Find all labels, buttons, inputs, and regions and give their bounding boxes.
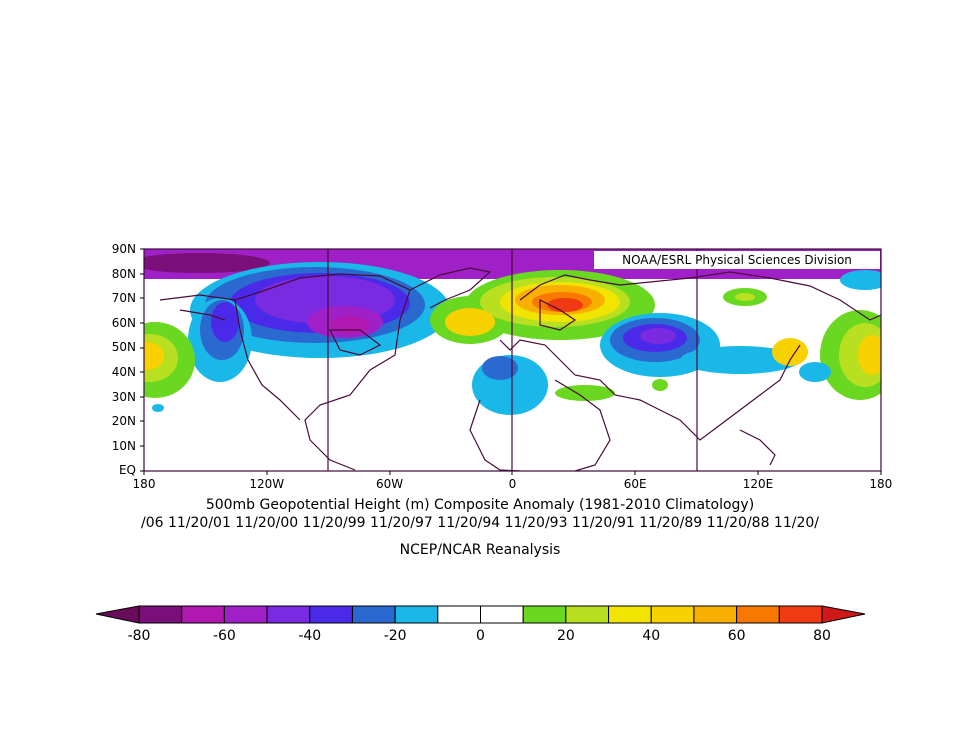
colorbar-tick-label: -60 bbox=[212, 628, 236, 644]
longitude-label: 120W bbox=[249, 477, 285, 491]
colorbar-high-arrow bbox=[821, 605, 866, 624]
map-gridlines bbox=[327, 249, 698, 471]
colorbar-tick-label: 80 bbox=[813, 628, 831, 644]
colorbar-cell bbox=[181, 605, 225, 624]
latitude-label: 10N bbox=[111, 438, 136, 453]
colorbar-cell bbox=[650, 605, 695, 624]
colorbar-cell bbox=[778, 605, 823, 624]
latitude-label: 80N bbox=[111, 266, 136, 281]
latitude-label: 90N bbox=[111, 242, 136, 256]
colorbar-cell bbox=[394, 605, 439, 624]
data-source: NCEP/NCAR Reanalysis bbox=[399, 542, 561, 558]
colorbar-cell bbox=[522, 605, 567, 624]
latitude-label: 20N bbox=[111, 414, 136, 429]
colorbar-cell bbox=[138, 605, 183, 624]
longitude-label: 60W bbox=[376, 477, 404, 491]
latitude-label: EQ bbox=[118, 463, 136, 478]
latitude-label: 60N bbox=[111, 315, 136, 330]
longitude-label: 180 bbox=[869, 477, 893, 491]
colorbar-tick-label: 20 bbox=[556, 628, 575, 644]
colorbar-tick-label: -40 bbox=[298, 628, 322, 644]
latitude-label: 70N bbox=[111, 291, 136, 306]
longitude-label: 180 bbox=[132, 477, 156, 491]
latitude-label: 50N bbox=[111, 340, 136, 355]
axis-ticks bbox=[140, 248, 882, 475]
colorbar-cell bbox=[309, 605, 353, 624]
coastlines bbox=[159, 267, 881, 471]
colorbar-tick-label: 60 bbox=[727, 628, 746, 644]
colorbar-cell bbox=[608, 605, 652, 624]
longitude-label: 0 bbox=[508, 477, 517, 491]
colorbar-cell bbox=[480, 605, 524, 624]
colorbar-tick-label: -80 bbox=[127, 628, 151, 644]
latitude-label: 40N bbox=[111, 365, 136, 379]
colorbar-cell bbox=[736, 605, 780, 624]
colorbar-cell bbox=[266, 605, 311, 624]
anomaly-field bbox=[144, 249, 881, 471]
map-title: 500mb Geopotential Height (m) Composite … bbox=[205, 497, 755, 513]
latitude-label: 30N bbox=[111, 389, 136, 404]
colorbar bbox=[95, 605, 866, 624]
colorbar-cell bbox=[565, 605, 610, 624]
colorbar-tick-label: 0 bbox=[476, 628, 485, 644]
composite-dates: /06 11/20/01 11/20/00 11/20/99 11/20/97 … bbox=[141, 515, 819, 531]
colorbar-cell bbox=[437, 605, 481, 624]
colorbar-tick-label: 40 bbox=[642, 628, 661, 644]
longitude-label: 60E bbox=[623, 477, 647, 491]
colorbar-tick-label: -20 bbox=[383, 628, 407, 644]
credit-label: NOAA/ESRL Physical Sciences Division bbox=[594, 251, 880, 269]
colorbar-cell bbox=[351, 605, 396, 624]
longitude-label: 120E bbox=[742, 477, 774, 491]
colorbar-low-arrow bbox=[95, 605, 140, 624]
colorbar-cell bbox=[223, 605, 268, 624]
colorbar-cell bbox=[693, 605, 738, 624]
